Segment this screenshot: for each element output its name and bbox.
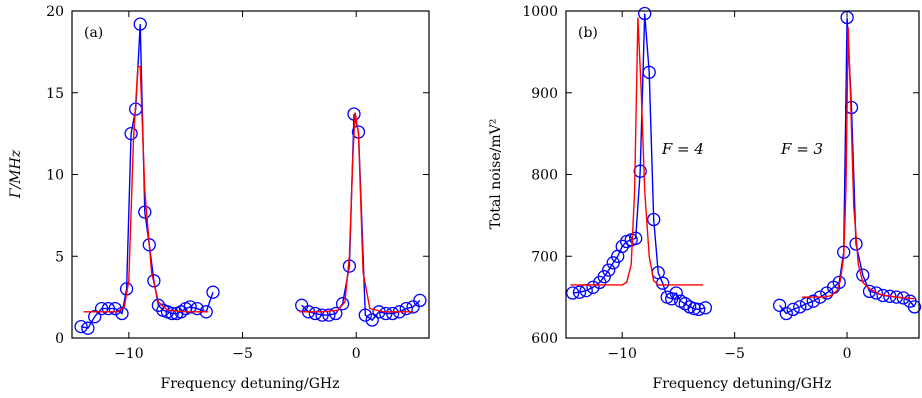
panel-a: −10 −5 0 0 5 10 15 20 (a) Frequency detuning/GH… [8,4,429,392]
panel-b-label: (b) [578,25,598,41]
annotation-label: F = 4 [661,140,704,158]
panel-b-frame [566,11,919,338]
x-tick-label: −5 [724,346,745,362]
x-tick-label: −10 [607,346,637,362]
panel-a-ylabel: Γ/MHz [8,149,24,199]
y-tick-label: 700 [531,249,558,265]
panel-a-xlabel: Frequency detuning/GHz [160,376,339,392]
y-tick-label: 5 [55,249,64,265]
y-tick-label: 0 [55,331,64,347]
x-tick-label: 0 [843,346,852,362]
panel-a-series-2-line-0 [83,67,208,312]
y-tick-label: 15 [46,86,64,102]
y-tick-label: 10 [46,168,64,184]
panel-b-ylabel: Total noise/mV² [488,119,504,230]
panel-b-ticks: −10 −5 0 600 700 800 900 1000 [522,4,919,362]
panel-b-xlabel: Frequency detuning/GHz [652,376,831,392]
panel-b: −10 −5 0 600 700 800 900 1000 (b) Frequency det… [488,4,921,392]
panel-a-series-0-line-0 [81,24,213,328]
x-tick-label: −10 [114,346,144,362]
y-tick-label: 1000 [522,4,558,20]
panel-b-annotations: F = 4 F = 3 [661,140,823,158]
panel-a-frame [72,11,429,338]
panel-a-plot [75,18,426,334]
y-tick-label: 800 [531,168,558,184]
panel-a-series-2-line-1 [299,112,413,311]
x-tick-label: 0 [352,346,361,362]
y-tick-label: 20 [46,4,64,20]
panel-a-label: (a) [84,25,103,41]
panel-b-plot [567,8,921,320]
y-tick-label: 900 [531,86,558,102]
panel-b-series-2-line-1 [802,27,914,298]
x-tick-label: −5 [232,346,253,362]
annotation-label: F = 3 [780,140,823,158]
y-tick-label: 600 [531,331,558,347]
